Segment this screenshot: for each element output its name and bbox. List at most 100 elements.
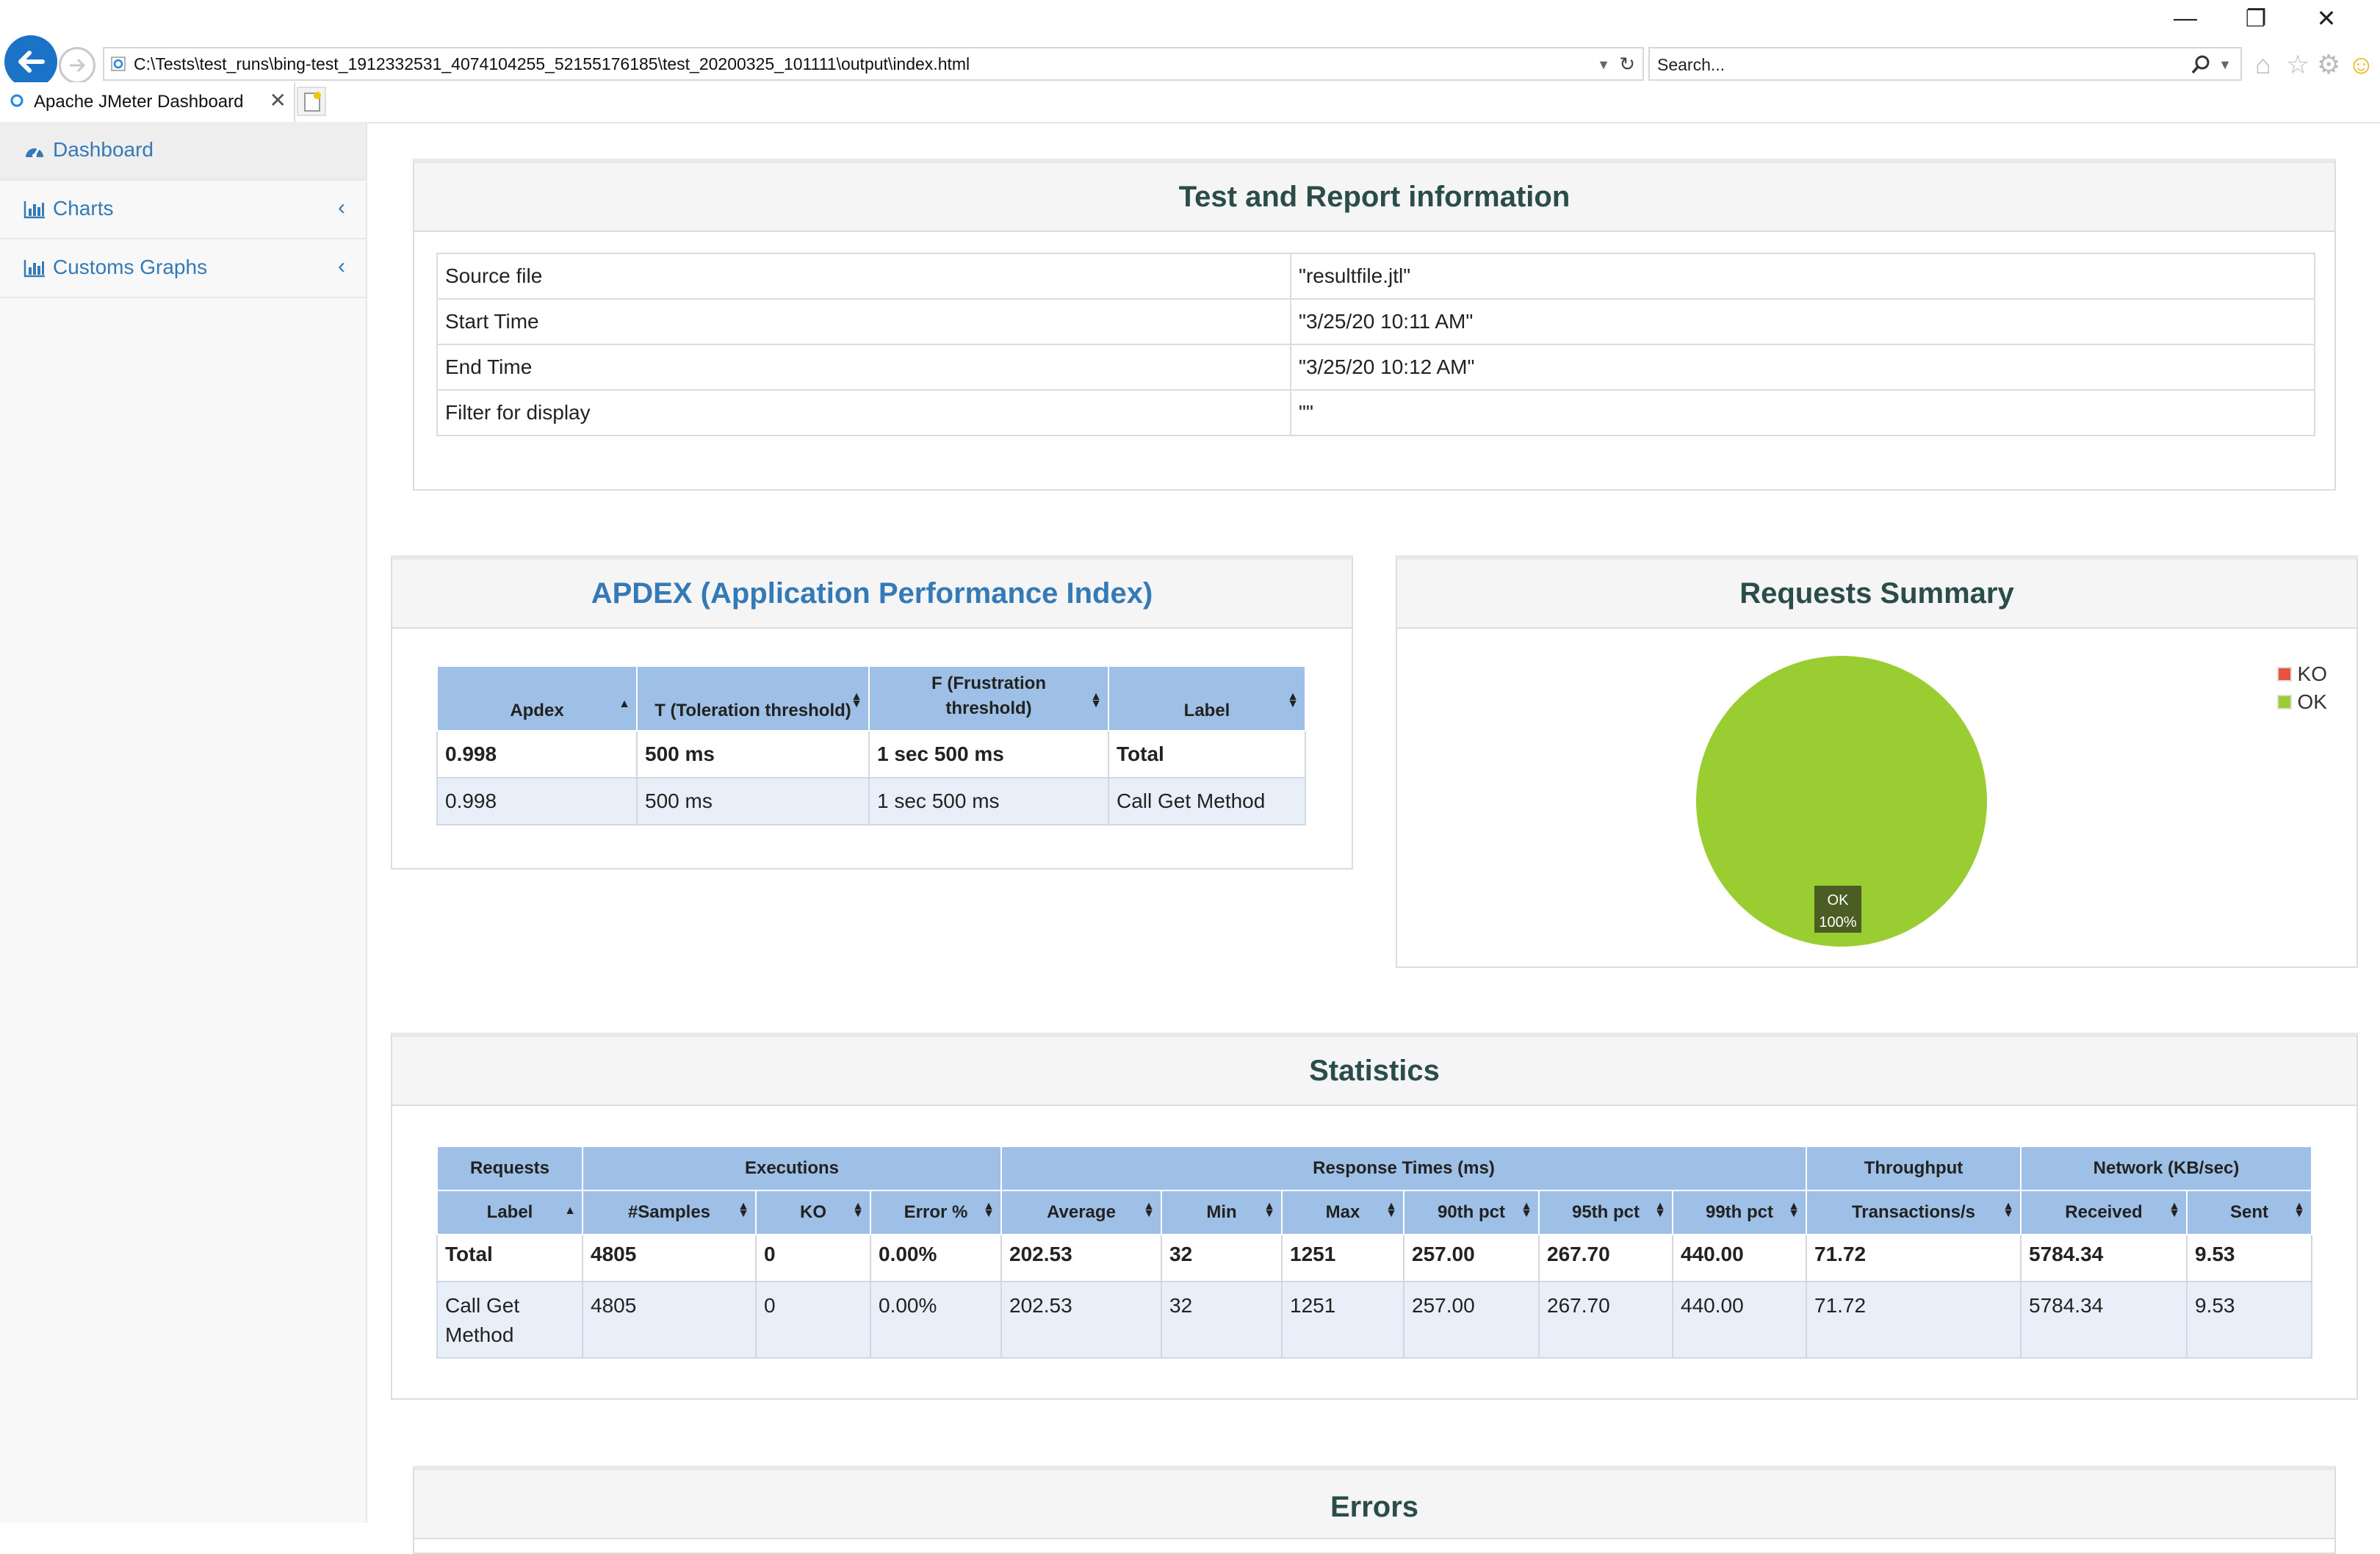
minimize-icon[interactable]: — — [2174, 4, 2197, 31]
slice-percent: 100% — [1819, 914, 1856, 930]
close-tab-icon[interactable]: ✕ — [269, 89, 286, 112]
sort-icon: ▲ ▼ — [2002, 1200, 2014, 1220]
bar-chart-icon — [24, 260, 45, 278]
sidebar-item-label: Dashboard — [53, 138, 154, 161]
refresh-icon[interactable]: ↻ — [1619, 53, 1635, 75]
info-key: End Time — [436, 344, 1291, 391]
group-header: Network (KB/sec) — [2020, 1146, 2312, 1191]
stat-cell: 0 — [755, 1281, 871, 1359]
ie-page-icon — [111, 57, 126, 71]
sortable-column-header[interactable]: Sent ▲ ▼ — [2186, 1190, 2312, 1235]
address-dropdown-icon[interactable]: ▼ — [1597, 57, 1610, 72]
browser-chrome: C:\Tests\test_runs\bing-test_1912332531_… — [0, 0, 2380, 123]
panel-heading: Test and Report information — [414, 163, 2334, 232]
search-icon[interactable] — [2190, 54, 2211, 75]
table-row: End Time "3/25/20 10:12 AM" — [436, 344, 2315, 391]
close-window-icon[interactable]: ✕ — [2316, 5, 2337, 32]
statistics-panel: Statistics Requests Executions Response … — [391, 1033, 2358, 1400]
legend-item-ko[interactable]: KO — [2276, 662, 2327, 690]
stat-cell: 440.00 — [1672, 1281, 1807, 1359]
sort-asc-icon: ▲ — [564, 1204, 576, 1217]
sortable-column-header[interactable]: Max ▲ ▼ — [1281, 1190, 1404, 1235]
apdex-cell: Total — [1108, 730, 1306, 778]
group-header: Throughput — [1806, 1146, 2022, 1191]
table-row: 0.998 500 ms 1 sec 500 ms Call Get Metho… — [436, 777, 1306, 825]
sidebar-item-dashboard[interactable]: Dashboard — [0, 122, 366, 181]
pie-chart: OK 100% — [1696, 656, 1987, 947]
sidebar-item-customs-graphs[interactable]: Customs Graphs ‹ — [0, 239, 366, 298]
sidebar-item-charts[interactable]: Charts ‹ — [0, 181, 366, 239]
column-label: Average — [1047, 1202, 1116, 1222]
address-bar[interactable]: C:\Tests\test_runs\bing-test_1912332531_… — [103, 47, 1644, 81]
forward-button[interactable] — [59, 47, 95, 84]
table-header-row: Apdex ▲ T (Toleration threshold) ▲ ▼ F (Fru… — [436, 665, 1306, 731]
tab-title: Apache JMeter Dashboard — [34, 92, 244, 112]
legend-swatch — [2276, 667, 2292, 682]
slice-label-box — [1814, 886, 1861, 933]
table-header-row: Label ▲ #Samples ▲ ▼ KO ▲ ▼ Error % ▲ ▼ Average… — [436, 1190, 2312, 1235]
ie-page-icon — [10, 94, 24, 107]
column-label: #Samples — [627, 1202, 711, 1222]
search-dropdown-icon[interactable]: ▼ — [2218, 57, 2232, 72]
test-info-panel: Test and Report information Source file … — [413, 159, 2336, 491]
sort-icon: ▲ ▼ — [852, 1200, 864, 1220]
apdex-cell: 0.998 — [436, 730, 638, 778]
search-input[interactable] — [1656, 53, 2158, 76]
table-group-header-row: Requests Executions Response Times (ms) … — [436, 1146, 2312, 1191]
chevron-left-icon[interactable]: ‹ — [338, 254, 345, 278]
panel-title: Requests Summary — [1739, 577, 2014, 610]
sortable-column-header[interactable]: F (Frustration threshold) ▲ ▼ — [868, 665, 1109, 731]
sortable-column-header[interactable]: Error % ▲ ▼ — [870, 1190, 1002, 1235]
sortable-column-header[interactable]: 90th pct ▲ ▼ — [1403, 1190, 1540, 1235]
sortable-column-header[interactable]: Received ▲ ▼ — [2020, 1190, 2188, 1235]
column-label: Received — [2065, 1202, 2143, 1222]
sort-icon: ▲ ▼ — [1521, 1200, 1532, 1220]
restore-icon[interactable]: ❐ — [2245, 5, 2267, 32]
legend-item-ok[interactable]: OK — [2276, 690, 2327, 718]
apdex-cell: 0.998 — [436, 777, 638, 825]
stat-cell: 257.00 — [1403, 1281, 1540, 1359]
home-icon[interactable]: ⌂ — [2255, 49, 2271, 79]
sortable-column-header[interactable]: Apdex ▲ — [436, 665, 638, 731]
sort-icon: ▲ ▼ — [983, 1200, 995, 1220]
legend-label: OK — [2297, 690, 2327, 713]
gear-icon[interactable]: ⚙ — [2317, 49, 2341, 79]
stat-cell: 1251 — [1281, 1281, 1404, 1359]
table-row: Call Get Method 4805 0 0.00% 202.53 32 1… — [436, 1281, 2312, 1359]
panel-title: Statistics — [1309, 1055, 1440, 1087]
column-label: KO — [800, 1202, 826, 1222]
back-button[interactable] — [4, 35, 57, 88]
stat-cell: 9.53 — [2186, 1234, 2312, 1282]
sortable-column-header[interactable]: Label ▲ — [436, 1190, 583, 1235]
sortable-column-header[interactable]: 99th pct ▲ ▼ — [1672, 1190, 1807, 1235]
column-label: T (Toleration threshold) — [654, 701, 851, 720]
sortable-column-header[interactable]: Min ▲ ▼ — [1161, 1190, 1283, 1235]
column-label: 95th pct — [1571, 1202, 1640, 1222]
pie-slice-ok[interactable] — [1696, 656, 1987, 947]
sort-icon: ▲ ▼ — [2168, 1200, 2180, 1220]
sort-icon: ▲ ▼ — [1143, 1200, 1155, 1220]
sortable-column-header[interactable]: 95th pct ▲ ▼ — [1538, 1190, 1673, 1235]
sortable-column-header[interactable]: Transactions/s ▲ ▼ — [1806, 1190, 2022, 1235]
sortable-column-header[interactable]: #Samples ▲ ▼ — [582, 1190, 757, 1235]
sort-icon: ▲ ▼ — [1263, 1200, 1275, 1220]
smiley-feedback-icon[interactable]: ☺ — [2348, 49, 2375, 79]
info-key: Source file — [436, 253, 1291, 300]
favorites-star-icon[interactable]: ☆ — [2286, 49, 2310, 79]
sidebar-item-label: Charts — [53, 197, 114, 220]
stat-cell: 267.70 — [1538, 1281, 1673, 1359]
sortable-column-header[interactable]: KO ▲ ▼ — [755, 1190, 871, 1235]
sort-icon: ▲ ▼ — [1385, 1200, 1397, 1220]
chevron-left-icon[interactable]: ‹ — [338, 195, 345, 220]
tab-apache-jmeter-dashboard[interactable]: Apache JMeter Dashboard ✕ — [0, 82, 295, 122]
column-label: 90th pct — [1437, 1202, 1505, 1222]
sort-icon: ▲ ▼ — [2293, 1200, 2305, 1220]
stat-cell: 5784.34 — [2020, 1234, 2188, 1282]
search-bar[interactable]: ▼ — [1648, 47, 2242, 81]
sortable-column-header[interactable]: T (Toleration threshold) ▲ ▼ — [636, 665, 870, 731]
sortable-column-header[interactable]: Label ▲ ▼ — [1108, 665, 1306, 731]
new-tab-button[interactable] — [297, 87, 326, 116]
sortable-column-header[interactable]: Average ▲ ▼ — [1000, 1190, 1162, 1235]
stat-cell: 32 — [1161, 1281, 1283, 1359]
panel-heading: Requests Summary — [1397, 560, 2356, 629]
